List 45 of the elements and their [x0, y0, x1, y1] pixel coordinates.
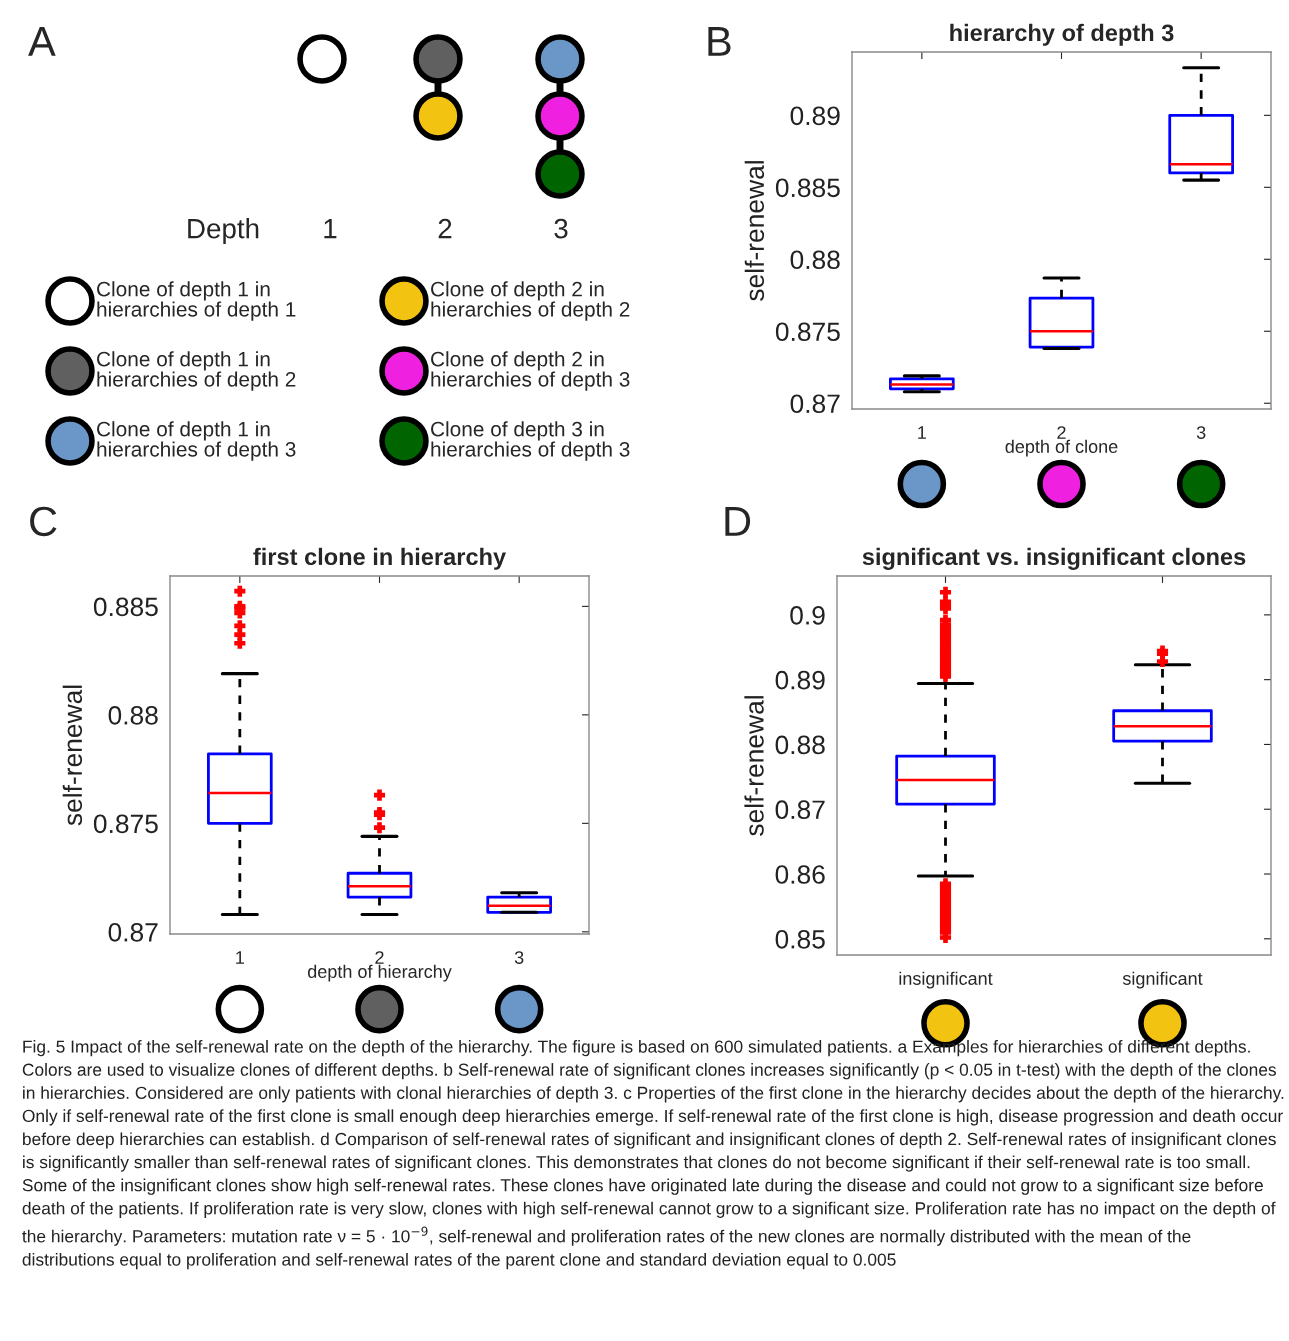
- text: Clone of depth 3 in hierarchies of depth 3: [431, 421, 630, 461]
- text: Clone of depth 1 in hierarchies of depth 3: [97, 421, 296, 461]
- y-tick-label: 0.88: [775, 735, 825, 755]
- x-tick-label: 1: [918, 426, 926, 439]
- y-tick-label: 0.85: [775, 929, 825, 949]
- text: Clone of depth 2 in hierarchies of depth 2: [431, 281, 630, 321]
- y-tick-label: 0.875: [93, 814, 158, 834]
- text: B: [708, 27, 731, 56]
- chart-title: significant vs. insignificant clones: [862, 547, 1246, 570]
- y-tick-label: 0.87: [790, 394, 840, 414]
- y-tick-label: 0.875: [775, 322, 840, 342]
- y-tick-label: 0.86: [775, 865, 825, 884]
- x-tick-label: 2: [375, 951, 384, 964]
- text: Clone of depth 1 in hierarchies of depth 2: [97, 351, 296, 391]
- y-tick-label: 0.885: [93, 597, 158, 617]
- y-axis-title: self-renewal: [62, 685, 83, 826]
- x-axis-title: depth of clone: [1005, 439, 1118, 457]
- text: C: [30, 506, 57, 537]
- y-tick-label: 0.88: [790, 250, 840, 270]
- text: Depth: [188, 218, 259, 244]
- y-axis-title: self-renewal: [744, 161, 765, 301]
- y-tick-label: 0.87: [775, 800, 825, 820]
- text: A: [28, 27, 56, 56]
- x-tick-label: significant: [1122, 971, 1203, 989]
- y-tick-label: 0.9: [790, 606, 825, 625]
- text: 1: [324, 219, 337, 239]
- y-tick-label: 0.87: [108, 922, 158, 942]
- y-tick-label: 0.88: [108, 706, 158, 725]
- x-tick-label: 1: [236, 951, 244, 964]
- x-tick-label: insignificant: [899, 971, 993, 989]
- chart-title: hierarchy of depth 3: [950, 23, 1174, 46]
- y-tick-label: 0.89: [790, 106, 840, 126]
- text: Clone of depth 1 in hierarchies of depth 1: [97, 281, 296, 321]
- y-axis-title: self-renewal: [744, 696, 764, 836]
- x-tick-label: 3: [1196, 426, 1206, 439]
- y-tick-label: 0.885: [775, 178, 840, 198]
- y-tick-label: 0.89: [775, 670, 825, 690]
- x-axis-title: depth of hierarchy: [308, 964, 452, 982]
- text: D: [725, 507, 751, 536]
- text: 2: [438, 218, 452, 239]
- x-tick-label: 3: [514, 951, 524, 964]
- x-tick-label: 2: [1057, 426, 1066, 439]
- text: Clone of depth 2 in hierarchies of depth 3: [431, 351, 630, 391]
- chart-title: first clone in hierarchy: [253, 547, 506, 570]
- text: 3: [554, 218, 568, 239]
